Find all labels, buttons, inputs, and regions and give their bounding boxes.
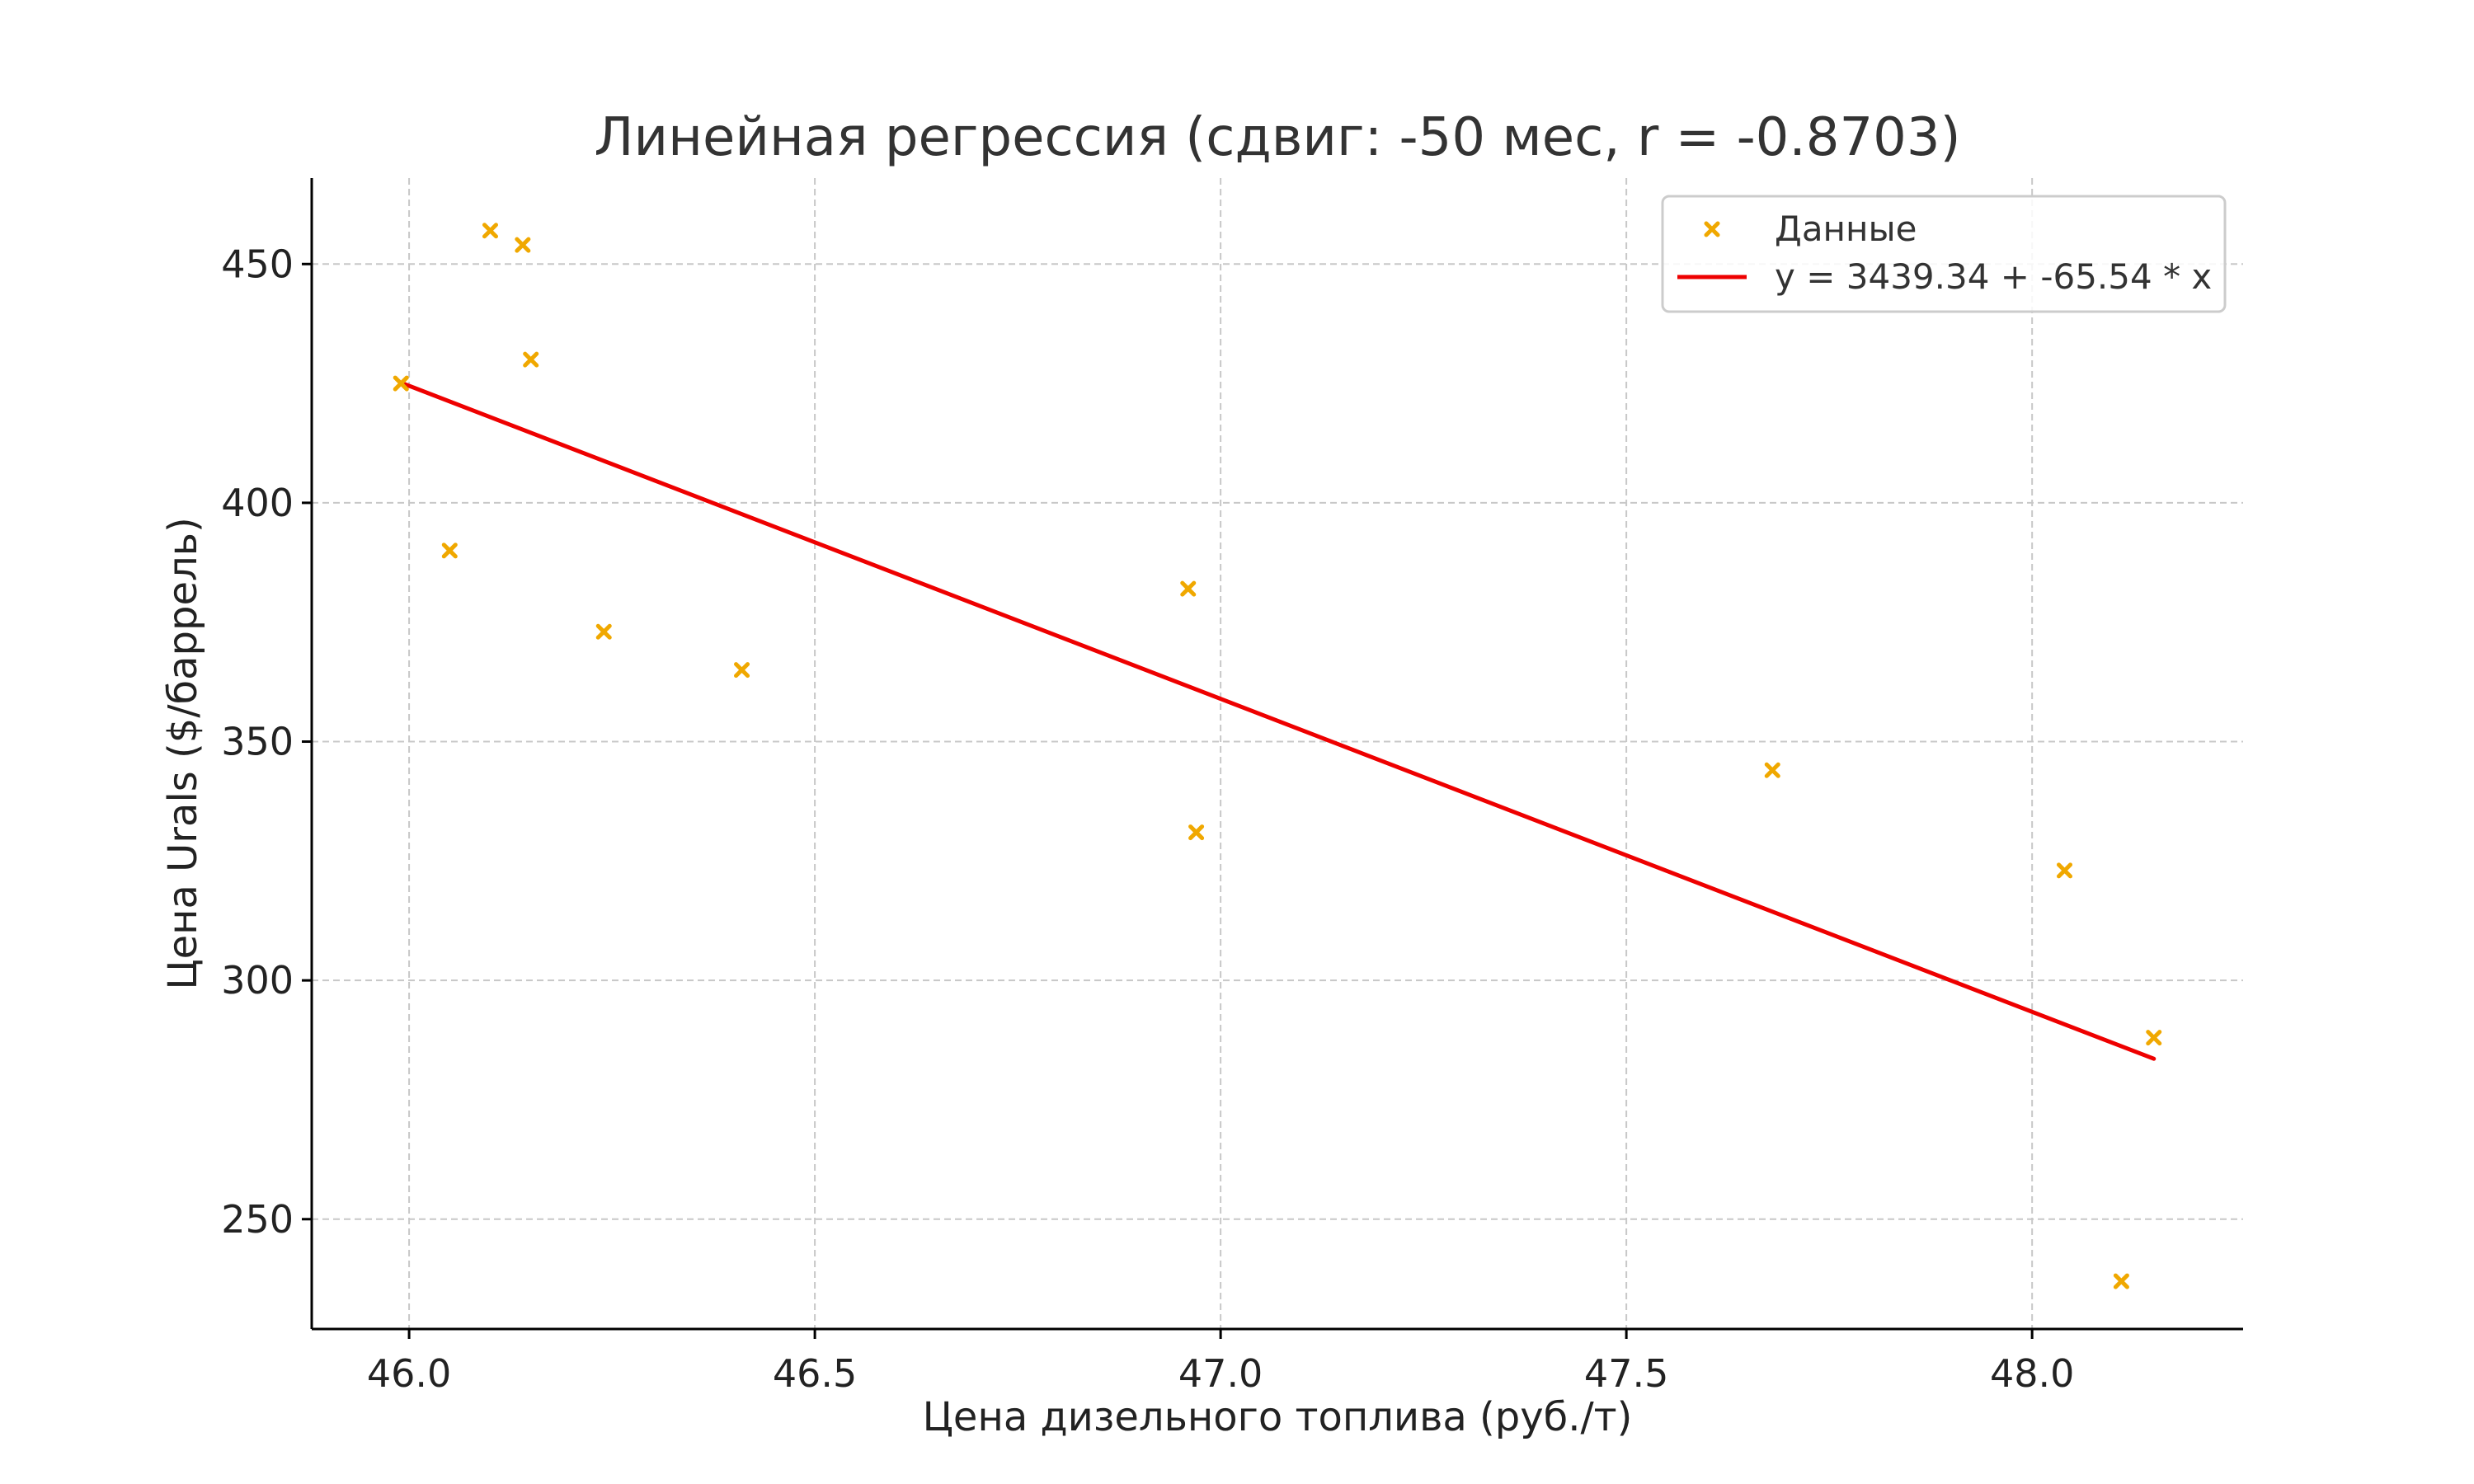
data-point [595, 623, 612, 640]
legend-x-marker [1704, 221, 1720, 237]
x-tick-label: 47.5 [1584, 1351, 1668, 1396]
legend: Данные y = 3439.34 + -65.54 * x [1661, 195, 2227, 313]
chart-title: Линейная регрессия (сдвиг: -50 мес, r = … [594, 107, 1960, 168]
x-tick-label: 46.5 [773, 1351, 857, 1396]
x-marker-stroke [1180, 580, 1197, 597]
x-axis-label: Цена дизельного топлива (руб./т) [923, 1394, 1633, 1440]
x-marker-stroke [482, 223, 498, 239]
x-marker-stroke [441, 542, 458, 559]
regression-series [398, 380, 2157, 1061]
data-point [1764, 762, 1780, 778]
y-tick-label: 400 [221, 481, 294, 525]
regression-line [398, 380, 2157, 1061]
data-point [441, 542, 458, 559]
grid [312, 178, 2243, 1329]
data-point [482, 223, 498, 239]
x-marker-stroke [393, 375, 409, 392]
data-point [1180, 580, 1197, 597]
x-marker-stroke [734, 662, 750, 679]
y-tick-label: 450 [221, 242, 294, 286]
data-point [2057, 862, 2073, 879]
axes [310, 178, 2243, 1331]
y-tick-label: 300 [221, 958, 294, 1003]
data-point [1188, 824, 1205, 841]
y-ticks: 250 300 350 400 450 [221, 242, 312, 1242]
x-tick-label: 46.0 [367, 1351, 451, 1396]
x-tick-label: 48.0 [1990, 1351, 2074, 1396]
y-axis-label: Цена Urals ($/баррель) [160, 517, 206, 989]
data-point [515, 237, 531, 253]
x-marker-stroke [1764, 762, 1780, 778]
data-point [2113, 1273, 2129, 1289]
data-point [393, 375, 409, 392]
data-point [734, 662, 750, 679]
y-tick-label: 350 [221, 720, 294, 764]
x-marker-stroke [2113, 1273, 2129, 1289]
data-point [523, 351, 539, 368]
x-marker-stroke [2146, 1030, 2162, 1046]
y-tick-label: 250 [221, 1197, 294, 1242]
x-marker-stroke [515, 237, 531, 253]
x-marker-stroke [523, 351, 539, 368]
x-marker-stroke [2057, 862, 2073, 879]
legend-box [1661, 195, 2227, 313]
x-marker-stroke [1704, 221, 1720, 237]
legend-label-regression: y = 3439.34 + -65.54 * x [1775, 256, 2212, 297]
x-tick-label: 47.0 [1178, 1351, 1263, 1396]
x-marker-stroke [595, 623, 612, 640]
x-ticks: 46.0 46.5 47.0 47.5 48.0 [367, 1329, 2074, 1396]
scatter-series [393, 223, 2162, 1289]
legend-scatter-marker [1704, 221, 1720, 237]
x-marker-stroke [1188, 824, 1205, 841]
data-point [2146, 1030, 2162, 1046]
legend-label-data: Данные [1775, 209, 1917, 249]
